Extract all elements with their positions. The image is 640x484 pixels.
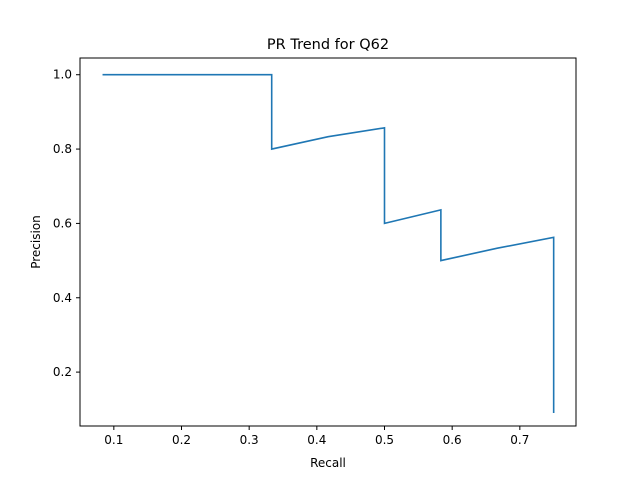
x-tick-label: 0.2: [172, 433, 191, 447]
x-tick-label: 0.7: [510, 433, 529, 447]
y-tick-label: 0.8: [53, 142, 72, 156]
chart-title: PR Trend for Q62: [267, 37, 389, 53]
x-tick-label: 0.1: [104, 433, 123, 447]
x-tick-label: 0.3: [240, 433, 259, 447]
x-tick-label: 0.6: [443, 433, 462, 447]
x-axis-ticks: 0.1 0.2 0.3 0.4 0.5 0.6 0.7: [104, 426, 529, 447]
y-axis-ticks: 0.2 0.4 0.6 0.8 1.0: [53, 68, 80, 379]
pr-series-line: [103, 75, 554, 413]
y-tick-label: 0.6: [53, 216, 72, 230]
y-tick-label: 0.2: [53, 365, 72, 379]
x-tick-label: 0.5: [375, 433, 394, 447]
y-axis-label: Precision: [29, 215, 43, 269]
x-tick-label: 0.4: [307, 433, 326, 447]
y-tick-label: 1.0: [53, 68, 72, 82]
y-tick-label: 0.4: [53, 291, 72, 305]
plot-frame: [80, 58, 576, 426]
x-axis-label: Recall: [310, 456, 346, 470]
series-layer: [103, 75, 554, 413]
